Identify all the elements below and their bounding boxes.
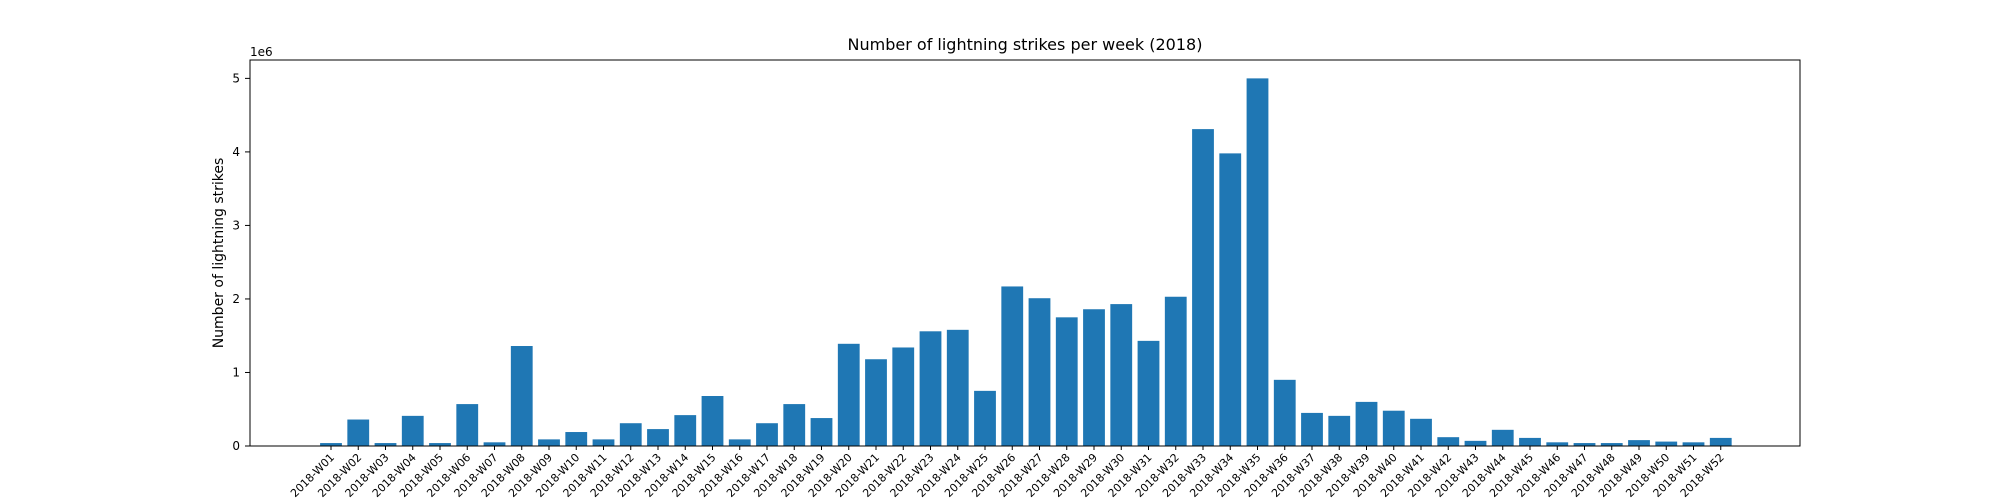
bar-2018-W13 <box>647 429 669 446</box>
bar-2018-W50 <box>1655 441 1678 446</box>
y-tick-label: 1 <box>232 365 240 379</box>
bar-2018-W40 <box>1382 410 1405 446</box>
bar-2018-W08 <box>510 346 533 446</box>
y-tick-label: 4 <box>232 145 240 159</box>
bar-2018-W35 <box>1246 78 1269 446</box>
bar-2018-W26 <box>1001 286 1024 446</box>
bars-group <box>320 78 1732 447</box>
bar-2018-W49 <box>1628 440 1650 446</box>
bar-2018-W01 <box>320 443 342 446</box>
bar-2018-W38 <box>1328 415 1351 446</box>
x-axis-ticks: 2018-W012018-W022018-W032018-W042018-W05… <box>288 446 1727 500</box>
bar-2018-W31 <box>1137 340 1160 446</box>
bar-2018-W18 <box>783 404 806 446</box>
bar-2018-W45 <box>1519 437 1541 446</box>
y-tick-label: 0 <box>232 439 240 453</box>
bar-2018-W48 <box>1600 443 1623 446</box>
bar-2018-W24 <box>946 329 969 446</box>
bar-2018-W43 <box>1464 440 1487 446</box>
bar-2018-W29 <box>1083 309 1105 446</box>
bar-2018-W04 <box>401 415 424 446</box>
bar-2018-W19 <box>810 418 833 446</box>
y-axis-label: Number of lightning strikes <box>211 158 227 349</box>
y-axis-ticks: 0 1 2 3 4 5 <box>232 71 250 453</box>
bar-2018-W42 <box>1437 437 1460 446</box>
y-tick-label: 2 <box>232 292 240 306</box>
bar-2018-W03 <box>374 443 397 446</box>
bar-2018-W30 <box>1110 304 1133 446</box>
bar-2018-W09 <box>538 439 560 446</box>
bar-2018-W46 <box>1546 442 1569 446</box>
bar-2018-W16 <box>728 439 751 446</box>
bar-2018-W14 <box>674 415 697 446</box>
y-tick-label: 5 <box>232 71 240 85</box>
bar-2018-W28 <box>1055 317 1078 446</box>
plot-frame <box>249 59 1801 447</box>
bar-2018-W23 <box>919 331 942 446</box>
bar-2018-W22 <box>892 347 915 446</box>
bar-2018-W44 <box>1491 429 1514 446</box>
bar-2018-W02 <box>347 419 370 446</box>
bar-2018-W07 <box>483 442 506 446</box>
bar-2018-W25 <box>974 390 996 446</box>
y-tick-label: 3 <box>232 218 240 232</box>
bar-2018-W11 <box>592 439 615 446</box>
bar-2018-W33 <box>1192 129 1214 447</box>
bar-2018-W34 <box>1219 153 1242 446</box>
bar-2018-W21 <box>865 359 887 446</box>
bar-2018-W32 <box>1164 296 1187 446</box>
bar-2018-W15 <box>701 396 724 446</box>
bar-2018-W06 <box>456 404 479 446</box>
bar-2018-W12 <box>619 423 642 446</box>
bar-2018-W20 <box>837 343 860 446</box>
bar-2018-W52 <box>1709 437 1732 446</box>
bar-2018-W37 <box>1301 412 1323 446</box>
bar-2018-W17 <box>756 423 778 446</box>
bar-2018-W27 <box>1028 298 1051 446</box>
bar-2018-W05 <box>429 443 451 446</box>
chart-title: Number of lightning strikes per week (20… <box>848 35 1203 54</box>
bar-2018-W39 <box>1355 401 1378 446</box>
bar-2018-W47 <box>1573 443 1596 446</box>
bar-2018-W36 <box>1273 379 1296 446</box>
bar-2018-W51 <box>1682 442 1705 446</box>
bar-2018-W10 <box>565 432 588 446</box>
y-axis-multiplier: 1e6 <box>250 45 273 59</box>
bar-2018-W41 <box>1410 418 1432 446</box>
